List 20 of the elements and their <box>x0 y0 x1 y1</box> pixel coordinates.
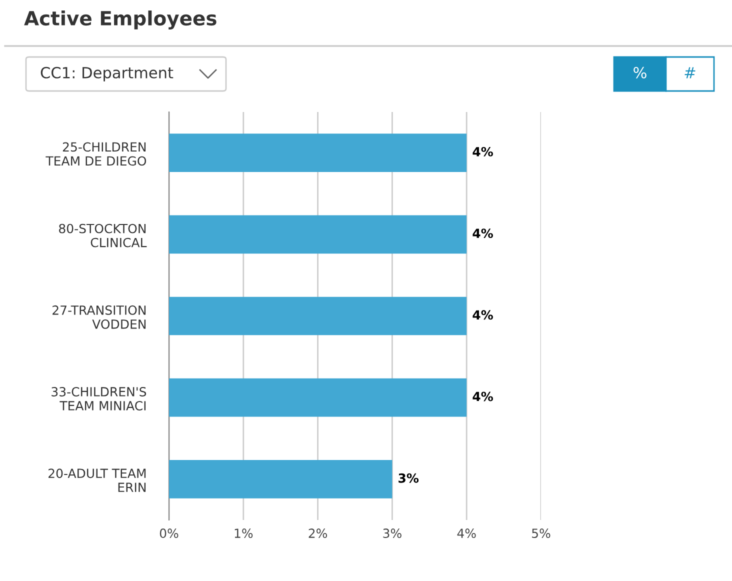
chart-title: Active Employees <box>24 10 216 30</box>
data-label: 4% <box>472 310 493 320</box>
x-tick-label: 5% <box>532 528 550 538</box>
y-tick-label: 33-CHILDREN'S TEAM MINIACI <box>52 387 146 410</box>
x-tick-label: 3% <box>383 528 402 538</box>
text: CC1: Department <box>40 66 174 82</box>
y-tick-label: 27-TRANSITION VODDEN <box>52 305 146 329</box>
x-tick-label: 2% <box>308 528 328 538</box>
data-label: 3% <box>398 473 419 483</box>
x-tick-label: 1% <box>234 528 253 538</box>
y-tick-label: 25-CHILDREN TEAM DE DIEGO <box>46 142 146 166</box>
y-tick-label: 20-ADULT TEAM ERIN <box>48 468 146 492</box>
data-label: 4% <box>472 392 493 402</box>
y-tick-label: 80-STOCKTON CLINICAL <box>59 224 147 248</box>
data-label: 4% <box>472 228 493 238</box>
x-tick-label: 4% <box>457 528 476 538</box>
x-tick-label: 0% <box>160 528 178 538</box>
text: % <box>634 66 646 78</box>
text: # <box>684 67 696 78</box>
data-label: 4% <box>472 146 493 156</box>
